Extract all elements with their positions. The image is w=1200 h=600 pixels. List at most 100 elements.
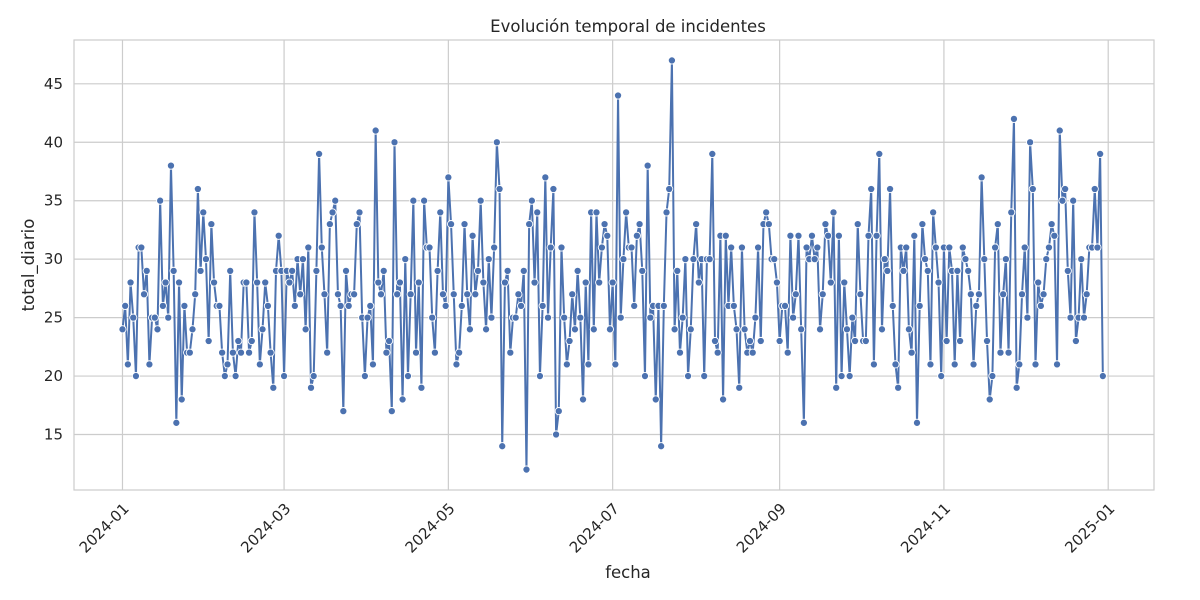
y-axis-title: total_diario	[19, 219, 39, 312]
x-tick-labels: 2024-01 2024-03 2024-05 2024-07 2024-09 2024-…	[76, 500, 1119, 557]
data-point	[1096, 149, 1105, 159]
data-point	[166, 161, 176, 170]
data-point	[848, 313, 857, 322]
data-point	[449, 290, 458, 299]
data-point	[659, 301, 668, 310]
data-point	[1004, 348, 1013, 357]
data-point	[993, 220, 1002, 229]
data-point	[231, 371, 240, 381]
data-point	[172, 418, 181, 427]
data-point	[684, 371, 693, 381]
data-point	[565, 336, 574, 346]
data-point	[403, 371, 413, 381]
data-point	[363, 313, 372, 322]
x-tick-label: 2024-05	[402, 500, 459, 557]
data-point	[918, 220, 927, 229]
data-point	[799, 418, 808, 427]
data-point	[815, 325, 825, 334]
data-point	[315, 149, 324, 159]
data-point	[1069, 196, 1078, 205]
data-point	[557, 243, 566, 252]
data-point	[673, 266, 682, 275]
series-total-diario	[118, 56, 1107, 474]
data-point	[420, 196, 429, 205]
data-point	[837, 371, 846, 381]
data-point	[568, 290, 577, 299]
data-point	[543, 313, 553, 322]
data-point	[554, 407, 563, 416]
data-point	[584, 360, 593, 369]
data-point	[1007, 208, 1016, 217]
data-point	[1015, 360, 1024, 369]
data-point	[1063, 266, 1072, 275]
data-point	[535, 371, 544, 381]
data-point	[1079, 313, 1089, 322]
data-point	[797, 325, 806, 334]
data-point	[355, 208, 364, 217]
data-point	[923, 266, 932, 275]
data-point	[740, 325, 749, 334]
plot-area	[74, 40, 1154, 490]
data-point	[678, 313, 687, 322]
data-point	[522, 465, 531, 474]
data-point	[409, 196, 418, 205]
data-point	[552, 430, 561, 439]
data-point	[263, 301, 272, 310]
data-point	[891, 360, 900, 369]
data-point	[977, 173, 986, 182]
data-point	[1044, 243, 1054, 252]
data-point	[301, 325, 310, 334]
data-point	[961, 255, 970, 264]
data-point	[780, 301, 790, 310]
data-point	[902, 243, 911, 252]
data-point	[191, 290, 200, 299]
data-point	[737, 243, 746, 252]
data-point	[406, 290, 415, 299]
data-point	[945, 243, 954, 252]
data-point	[174, 278, 184, 287]
data-point	[492, 138, 501, 147]
data-point	[630, 301, 639, 310]
data-point	[851, 336, 860, 346]
data-point	[692, 220, 701, 229]
data-point	[196, 266, 205, 275]
data-point	[1042, 255, 1051, 264]
data-point	[783, 348, 792, 357]
data-point	[592, 208, 601, 217]
data-point	[627, 243, 636, 252]
data-point	[888, 301, 897, 310]
data-point	[907, 348, 916, 357]
data-point	[883, 266, 892, 275]
data-point	[770, 255, 779, 264]
data-point	[139, 290, 149, 299]
data-point	[732, 325, 741, 334]
data-point	[694, 278, 703, 287]
data-point	[713, 348, 722, 357]
data-point	[662, 208, 671, 217]
y-tick-label: 35	[44, 192, 63, 210]
data-point	[581, 278, 590, 287]
data-point	[385, 336, 394, 346]
data-point	[1047, 220, 1056, 229]
data-point	[258, 325, 267, 334]
data-point	[710, 336, 720, 346]
data-point	[745, 336, 755, 346]
data-point	[288, 266, 297, 275]
data-point	[748, 348, 757, 357]
data-point	[894, 383, 903, 392]
data-point	[1012, 383, 1021, 392]
data-point	[368, 360, 378, 369]
data-point	[616, 313, 625, 322]
data-point	[926, 360, 935, 369]
data-point	[306, 383, 316, 392]
data-point	[266, 348, 275, 357]
data-point	[877, 325, 887, 334]
data-point	[869, 360, 878, 369]
data-point	[280, 371, 289, 381]
data-point	[1098, 371, 1107, 381]
data-point	[328, 208, 337, 217]
data-point	[298, 255, 307, 264]
data-point	[1020, 243, 1029, 252]
data-point	[393, 290, 402, 299]
